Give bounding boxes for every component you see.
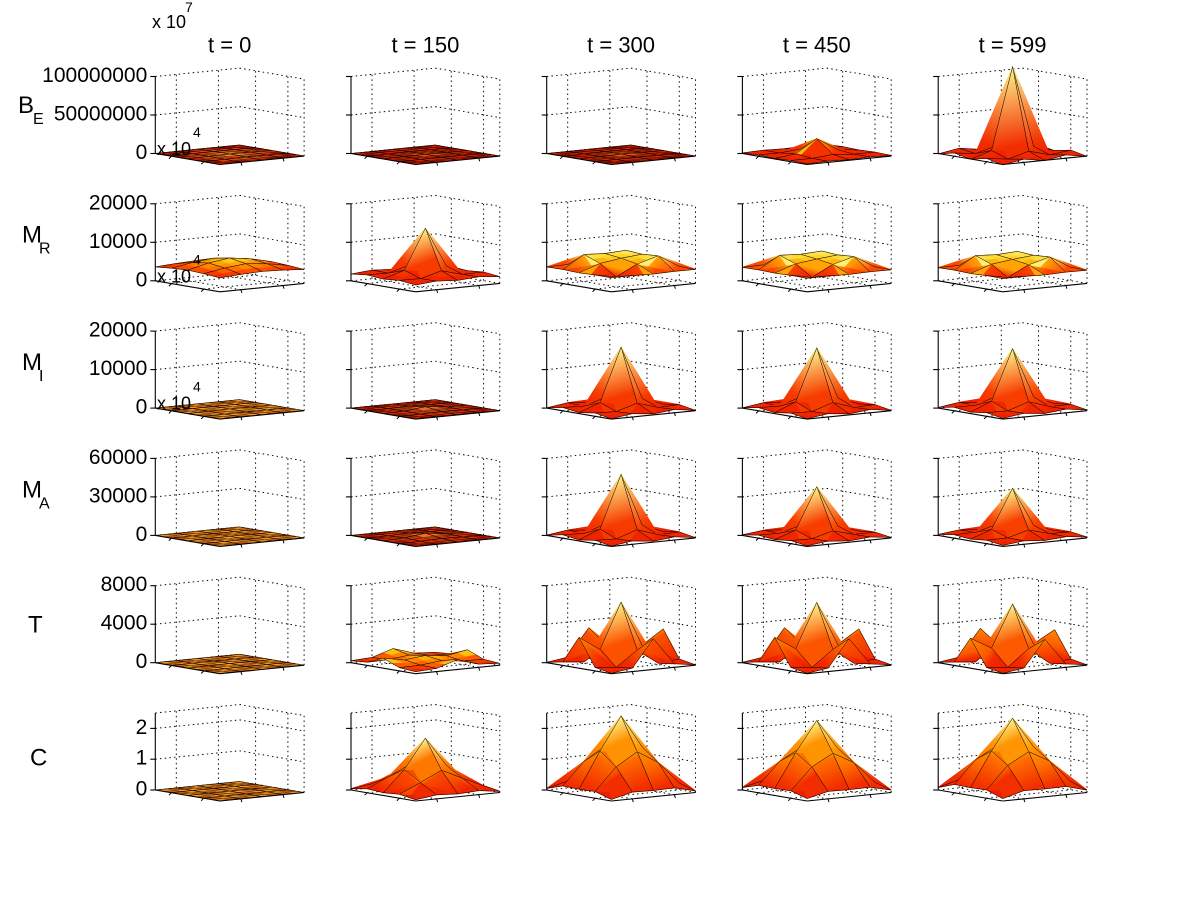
svg-text:20000: 20000: [89, 191, 147, 214]
svg-text:t = 0: t = 0: [208, 33, 251, 58]
svg-text:4: 4: [193, 379, 201, 395]
svg-text:A: A: [39, 496, 50, 513]
svg-text:M: M: [22, 222, 42, 249]
svg-text:20000: 20000: [89, 319, 147, 342]
svg-text:t = 450: t = 450: [783, 33, 851, 58]
svg-text:M: M: [22, 477, 42, 504]
svg-text:4: 4: [193, 251, 201, 267]
svg-text:t = 300: t = 300: [587, 33, 655, 58]
svg-text:I: I: [39, 368, 43, 385]
svg-text:0: 0: [136, 650, 148, 673]
svg-text:0: 0: [136, 523, 148, 546]
svg-text:T: T: [28, 612, 43, 639]
svg-text:0: 0: [136, 268, 148, 291]
svg-text:1: 1: [136, 747, 148, 770]
svg-text:x 10: x 10: [157, 139, 191, 159]
svg-text:0: 0: [136, 396, 148, 419]
svg-text:t = 150: t = 150: [391, 33, 459, 58]
svg-text:2: 2: [136, 716, 148, 739]
svg-text:R: R: [39, 241, 51, 258]
svg-text:60000: 60000: [89, 446, 147, 469]
svg-text:100000000: 100000000: [42, 64, 147, 87]
svg-text:x 10: x 10: [152, 12, 186, 32]
svg-text:10000: 10000: [89, 357, 147, 380]
svg-text:50000000: 50000000: [54, 103, 147, 126]
svg-text:30000: 30000: [89, 484, 147, 507]
svg-text:E: E: [33, 111, 44, 128]
svg-text:x 10: x 10: [157, 266, 191, 286]
svg-text:x 10: x 10: [157, 394, 191, 414]
svg-text:8000: 8000: [101, 573, 148, 596]
svg-text:0: 0: [136, 141, 148, 164]
svg-text:4000: 4000: [101, 612, 148, 635]
svg-text:t = 599: t = 599: [979, 33, 1047, 58]
svg-text:10000: 10000: [89, 230, 147, 253]
svg-text:4: 4: [193, 124, 201, 140]
svg-text:M: M: [22, 349, 42, 376]
svg-text:C: C: [30, 745, 47, 772]
svg-text:7: 7: [185, 0, 193, 15]
svg-text:B: B: [18, 92, 34, 119]
svg-text:0: 0: [136, 778, 148, 801]
